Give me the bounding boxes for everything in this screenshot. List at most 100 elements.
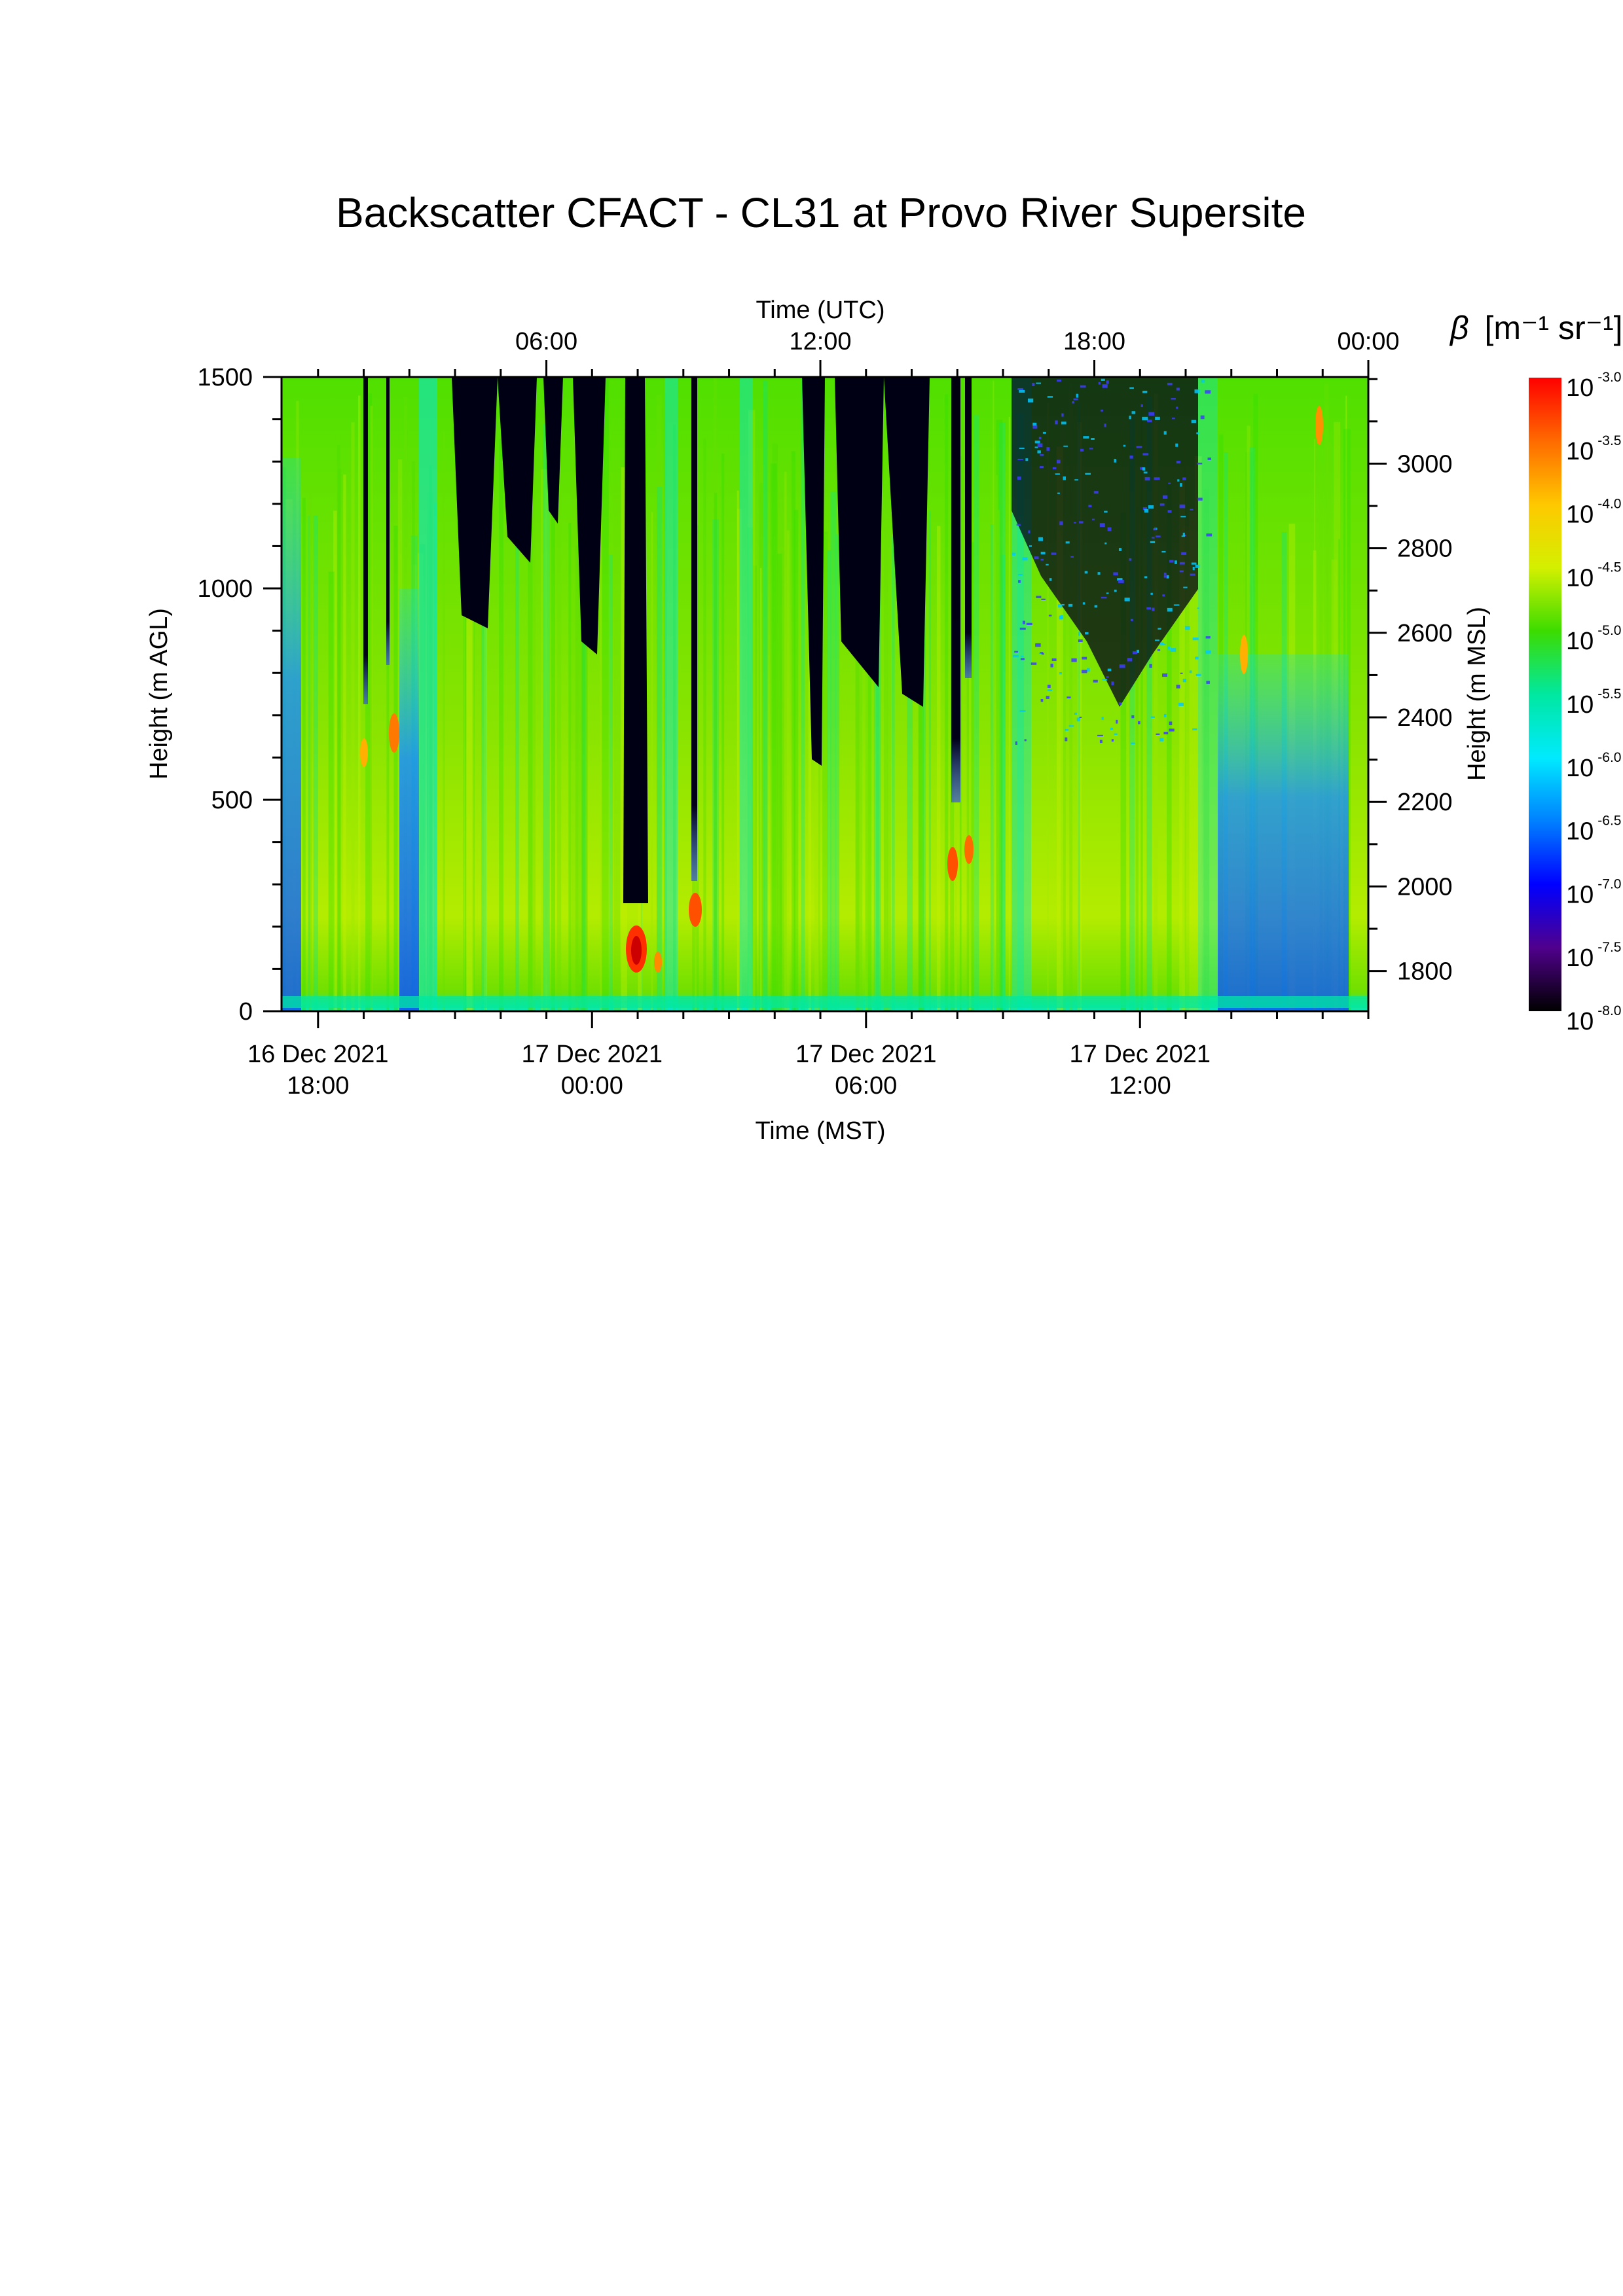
texture-stripe (721, 454, 725, 1011)
speckle (1038, 537, 1043, 541)
colorbar-tick-label: 10 -3.0 (1566, 370, 1621, 402)
speckle (1142, 390, 1148, 393)
speckle (1118, 548, 1122, 551)
speckle (1129, 456, 1133, 459)
speckle (1129, 416, 1131, 420)
texture-stripe (481, 422, 487, 1011)
colorbar-tick-exponent: -4.5 (1597, 560, 1621, 575)
texture-stripe (473, 561, 475, 1011)
speckle (1071, 658, 1077, 662)
top-axis-tick-label: 12:00 (789, 328, 851, 355)
speckle (1032, 382, 1035, 386)
speckle (1167, 382, 1173, 386)
texture-stripe (663, 392, 667, 1011)
texture-stripe (969, 555, 972, 1011)
speckle (1111, 739, 1114, 742)
speckle (1192, 728, 1197, 730)
speckle (1061, 422, 1067, 425)
speckle (1158, 628, 1161, 630)
speckle (1062, 603, 1065, 606)
speckle (1018, 580, 1021, 583)
dark-column-9 (691, 377, 697, 881)
speckle (1206, 681, 1210, 684)
bottom-axis: 16 Dec 2021 18:00 17 Dec 2021 00:00 17 Dec 2… (247, 1011, 1370, 1100)
texture-stripe (919, 473, 924, 1011)
speckle (1015, 741, 1017, 745)
speckle (1040, 558, 1044, 561)
texture-stripe (1013, 533, 1017, 1011)
speckle (1021, 655, 1024, 657)
speckle (1068, 725, 1074, 727)
speckle (1176, 387, 1180, 391)
speckle (1097, 734, 1103, 736)
cyan-band-1 (419, 377, 437, 1011)
texture-stripe (892, 535, 895, 1011)
speckle (1142, 416, 1148, 421)
texture-stripe (822, 531, 828, 1011)
speckle (1163, 431, 1167, 435)
speckle (1176, 461, 1181, 464)
texture-stripe (801, 378, 805, 1011)
speckle (1205, 390, 1211, 394)
speckle (1038, 437, 1042, 440)
speckle (1083, 436, 1089, 439)
speckle (1200, 415, 1205, 420)
speckle (1155, 416, 1160, 420)
speckle (1163, 713, 1167, 718)
texture-stripe (751, 565, 757, 1011)
speckle (1104, 542, 1107, 545)
surface-layer-strip (282, 996, 1368, 1008)
speckle (1026, 622, 1032, 625)
speckle (1089, 448, 1093, 450)
speckle (1167, 510, 1172, 513)
texture-stripe (966, 435, 970, 1011)
speckle (1034, 440, 1040, 444)
chart-title: Backscatter CFACT - CL31 at Provo River … (336, 189, 1306, 236)
dark-column-13 (951, 377, 960, 802)
speckle (1012, 552, 1016, 556)
speckle (1030, 662, 1037, 665)
texture-stripe (613, 494, 621, 1011)
left-axis-tick-label: 1000 (197, 575, 253, 603)
texture-stripe (770, 463, 777, 1011)
speckle (1047, 396, 1053, 398)
speckle (1131, 715, 1135, 719)
texture-stripe (1194, 456, 1202, 1011)
speckle (1166, 575, 1169, 579)
speckle (1042, 431, 1046, 434)
speckle (1175, 560, 1177, 564)
texture-stripe (808, 456, 812, 1011)
right-axis-label: Height (m MSL) (1463, 607, 1491, 781)
speckle (1065, 541, 1070, 544)
texture-stripe (1203, 489, 1210, 1011)
speckle (1099, 740, 1103, 744)
speckle (1191, 562, 1197, 565)
speckle (1118, 702, 1122, 705)
texture-stripe (855, 401, 860, 1011)
texture-stripe (777, 492, 784, 1011)
colorbar-symbol: β (1449, 310, 1469, 346)
texture-stripe (499, 439, 503, 1011)
speckle (1048, 615, 1052, 617)
texture-stripe (551, 389, 555, 1011)
texture-stripe (855, 394, 863, 1011)
speckle (1195, 673, 1201, 676)
texture-stripe (996, 475, 998, 1011)
speckle (1114, 589, 1117, 592)
texture-stripe (944, 394, 949, 1011)
speckle (1078, 632, 1081, 636)
speckle (1154, 477, 1160, 480)
speckle (1182, 679, 1187, 683)
texture-stripe (990, 524, 994, 1011)
speckle (1148, 505, 1154, 509)
texture-stripe (568, 522, 572, 1011)
texture-stripe (1184, 444, 1186, 1011)
texture-stripe (876, 407, 880, 1011)
speckle (1035, 643, 1041, 647)
speckle (1061, 413, 1064, 417)
speckle (1078, 639, 1083, 643)
texture-stripe (1078, 403, 1080, 1011)
speckle (1059, 615, 1063, 620)
speckle (1065, 737, 1068, 742)
speckle (1171, 398, 1176, 400)
